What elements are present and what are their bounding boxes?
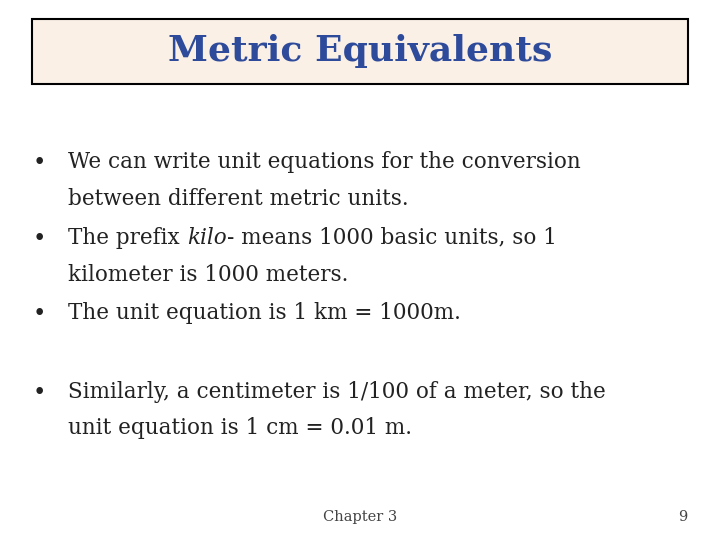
Text: We can write unit equations for the conversion: We can write unit equations for the conv… (68, 151, 581, 173)
Text: Similarly, a centimeter is 1/100 of a meter, so the: Similarly, a centimeter is 1/100 of a me… (68, 381, 606, 403)
Text: •: • (33, 151, 46, 174)
Text: kilometer is 1000 meters.: kilometer is 1000 meters. (68, 264, 348, 286)
Text: •: • (33, 302, 46, 326)
Text: unit equation is 1 cm = 0.01 m.: unit equation is 1 cm = 0.01 m. (68, 417, 413, 440)
Text: •: • (33, 381, 46, 404)
Text: The unit equation is 1 km = 1000m.: The unit equation is 1 km = 1000m. (68, 302, 462, 325)
Text: •: • (33, 227, 46, 250)
Text: kilo: kilo (187, 227, 227, 249)
FancyBboxPatch shape (32, 19, 688, 84)
Text: 9: 9 (678, 510, 688, 524)
Text: The prefix: The prefix (68, 227, 187, 249)
Text: Metric Equivalents: Metric Equivalents (168, 35, 552, 68)
Text: - means 1000 basic units, so 1: - means 1000 basic units, so 1 (227, 227, 557, 249)
Text: Chapter 3: Chapter 3 (323, 510, 397, 524)
Text: between different metric units.: between different metric units. (68, 188, 409, 210)
